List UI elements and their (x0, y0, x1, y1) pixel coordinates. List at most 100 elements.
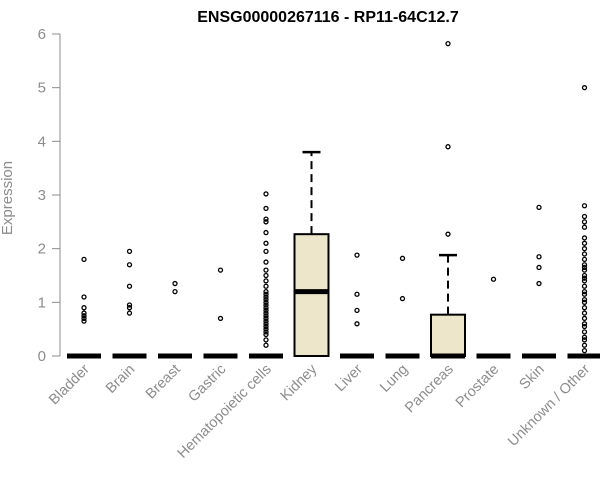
outlier-point (263, 267, 269, 273)
outlier-point (263, 296, 269, 303)
outlier-point (581, 283, 588, 289)
plot-area (67, 41, 600, 359)
outlier-point (81, 305, 87, 311)
x-tick-label: Gastric (186, 362, 230, 406)
box-group (476, 276, 511, 359)
outlier-point (126, 283, 133, 289)
chart-title: ENSG00000267116 - RP11-64C12.7 (197, 9, 459, 26)
outlier-point (263, 313, 269, 319)
outlier-point (445, 231, 451, 237)
y-axis-label: Expression (0, 161, 16, 235)
x-tick-label: Breast (143, 362, 184, 403)
outlier-point (581, 235, 588, 241)
outlier-point (263, 305, 269, 311)
outlier-point (581, 272, 588, 279)
outlier-point (263, 321, 269, 327)
outlier-point (445, 144, 451, 150)
outlier-point (263, 259, 269, 265)
x-tick-label: Brain (103, 362, 138, 397)
outlier-point (581, 275, 588, 281)
outlier-point (126, 248, 133, 255)
outlier-point (263, 329, 269, 335)
outlier-point (263, 310, 269, 316)
outlier-point (581, 291, 588, 297)
outlier-point (536, 264, 542, 271)
outlier-point (263, 315, 269, 322)
outlier-point (536, 254, 542, 260)
outlier-point (581, 305, 588, 311)
outlier-point (581, 267, 588, 273)
box-iqr (293, 233, 330, 357)
outlier-point (445, 41, 451, 47)
outlier-point (81, 318, 87, 324)
x-tick-label: Pancreas (402, 362, 457, 417)
outlier-point (354, 321, 360, 327)
outlier-point (81, 294, 87, 300)
outlier-point (581, 296, 588, 303)
outlier-point (354, 307, 360, 314)
outlier-point (581, 321, 588, 327)
outlier-point (263, 291, 269, 297)
outlier-point (581, 310, 588, 316)
outlier-point (581, 299, 588, 305)
y-tick-label: 4 (38, 133, 46, 150)
outlier-point (263, 323, 269, 330)
box-group (385, 255, 420, 359)
outlier-point (126, 262, 133, 268)
outlier-point (581, 246, 588, 252)
outlier-point (581, 219, 588, 225)
box-group (249, 191, 283, 359)
outlier-point (399, 255, 406, 261)
outlier-point (81, 256, 87, 263)
outlier-point (172, 288, 178, 295)
box-group (158, 280, 192, 359)
outlier-point (581, 347, 588, 354)
outlier-point (399, 295, 406, 302)
outlier-point (581, 256, 588, 263)
outlier-point (354, 291, 360, 297)
box-group (203, 267, 238, 359)
outlier-point (263, 229, 269, 236)
outlier-point (581, 203, 588, 209)
outlier-point (581, 288, 588, 295)
box-iqr (430, 313, 466, 357)
x-tick-label: Prostate (453, 362, 502, 411)
outlier-point (581, 315, 588, 322)
outlier-point (126, 305, 133, 311)
outlier-point (581, 240, 588, 246)
x-tick-label: Unknown / Other (505, 361, 593, 449)
y-tick-label: 0 (38, 348, 46, 365)
box-group (430, 41, 466, 359)
outlier-point (581, 342, 588, 348)
outlier-point (263, 318, 269, 324)
outlier-point (354, 252, 360, 258)
outlier-point (581, 85, 588, 91)
outlier-point (536, 204, 542, 210)
outlier-point (581, 323, 588, 330)
box-group (567, 85, 600, 359)
x-tick-label: Skin (517, 362, 548, 393)
outlier-point (263, 219, 269, 225)
outlier-point (263, 205, 269, 212)
x-tick-label: Kidney (278, 361, 321, 404)
outlier-point (263, 302, 269, 308)
outlier-point (581, 278, 588, 284)
outlier-point (536, 280, 542, 287)
outlier-point (263, 216, 269, 222)
y-axis-ticks: 0 1 2 3 4 5 6 (38, 26, 60, 365)
outlier-point (263, 299, 269, 305)
outlier-point (581, 262, 588, 268)
outlier-point (490, 276, 497, 282)
outlier-point (263, 283, 269, 289)
outlier-point (263, 278, 269, 284)
outlier-point (263, 326, 269, 332)
outlier-point (263, 294, 269, 300)
outlier-point (263, 191, 269, 197)
outlier-point (126, 310, 133, 316)
outlier-point (581, 337, 588, 343)
outlier-point (217, 315, 224, 322)
outlier-point (581, 264, 588, 271)
outlier-point (263, 307, 269, 314)
